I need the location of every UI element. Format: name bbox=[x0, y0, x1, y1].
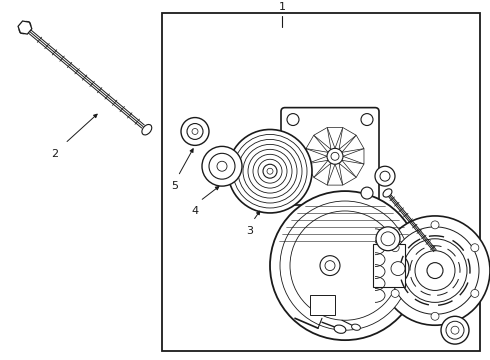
Circle shape bbox=[280, 201, 410, 330]
Circle shape bbox=[441, 316, 469, 344]
Polygon shape bbox=[343, 149, 364, 164]
Text: 2: 2 bbox=[51, 149, 59, 159]
Circle shape bbox=[380, 216, 490, 325]
Circle shape bbox=[209, 153, 235, 179]
Ellipse shape bbox=[334, 325, 346, 333]
Circle shape bbox=[471, 289, 479, 297]
Circle shape bbox=[287, 114, 299, 126]
Circle shape bbox=[427, 263, 443, 279]
Polygon shape bbox=[18, 21, 32, 34]
Circle shape bbox=[446, 321, 464, 339]
Bar bbox=[162, 13, 480, 351]
Circle shape bbox=[253, 154, 287, 188]
Circle shape bbox=[391, 244, 399, 252]
Circle shape bbox=[287, 187, 299, 199]
Polygon shape bbox=[327, 127, 343, 148]
Bar bbox=[373, 244, 405, 288]
Circle shape bbox=[181, 118, 209, 145]
Circle shape bbox=[325, 261, 335, 271]
Circle shape bbox=[431, 221, 439, 229]
Circle shape bbox=[431, 312, 439, 320]
Bar bbox=[310, 296, 335, 315]
Text: 1: 1 bbox=[278, 2, 286, 12]
Circle shape bbox=[267, 168, 273, 174]
Circle shape bbox=[238, 139, 302, 203]
Polygon shape bbox=[306, 135, 328, 152]
Circle shape bbox=[391, 227, 479, 314]
Text: 4: 4 bbox=[192, 206, 198, 216]
Circle shape bbox=[217, 161, 227, 171]
Circle shape bbox=[361, 114, 373, 126]
Circle shape bbox=[327, 148, 343, 164]
Circle shape bbox=[258, 159, 282, 183]
Circle shape bbox=[187, 123, 203, 139]
Polygon shape bbox=[327, 164, 343, 185]
Ellipse shape bbox=[19, 21, 31, 34]
Ellipse shape bbox=[383, 189, 392, 197]
Circle shape bbox=[415, 251, 455, 291]
Polygon shape bbox=[339, 163, 356, 185]
Circle shape bbox=[263, 164, 277, 178]
Polygon shape bbox=[306, 149, 327, 164]
Circle shape bbox=[380, 171, 390, 181]
Ellipse shape bbox=[387, 255, 409, 283]
Circle shape bbox=[376, 227, 400, 251]
Circle shape bbox=[361, 187, 373, 199]
Circle shape bbox=[403, 239, 467, 302]
Circle shape bbox=[202, 147, 242, 186]
Polygon shape bbox=[342, 160, 364, 177]
Text: 3: 3 bbox=[246, 226, 253, 236]
Circle shape bbox=[243, 144, 297, 198]
Circle shape bbox=[381, 232, 395, 246]
Polygon shape bbox=[314, 127, 331, 149]
Circle shape bbox=[248, 149, 292, 193]
Circle shape bbox=[331, 152, 339, 160]
Circle shape bbox=[375, 166, 395, 186]
Circle shape bbox=[451, 326, 459, 334]
Circle shape bbox=[320, 256, 340, 275]
Polygon shape bbox=[342, 135, 364, 152]
Circle shape bbox=[290, 211, 400, 320]
Polygon shape bbox=[314, 163, 331, 185]
Polygon shape bbox=[306, 160, 328, 177]
Circle shape bbox=[270, 191, 420, 340]
Text: 5: 5 bbox=[172, 181, 178, 191]
Circle shape bbox=[192, 129, 198, 134]
Polygon shape bbox=[339, 127, 356, 149]
Circle shape bbox=[228, 130, 312, 213]
Circle shape bbox=[391, 289, 399, 297]
Circle shape bbox=[471, 244, 479, 252]
FancyBboxPatch shape bbox=[281, 108, 379, 205]
Circle shape bbox=[233, 134, 307, 208]
Ellipse shape bbox=[352, 324, 361, 330]
Circle shape bbox=[391, 262, 405, 275]
Ellipse shape bbox=[142, 125, 152, 135]
